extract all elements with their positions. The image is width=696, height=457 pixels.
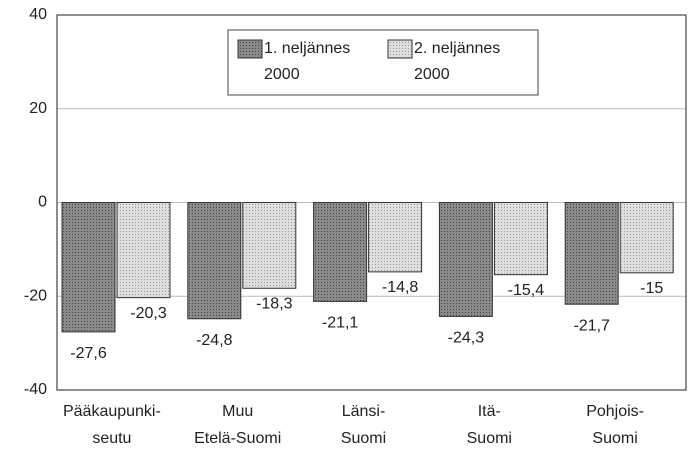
legend-swatch <box>387 39 413 59</box>
bar <box>61 202 116 333</box>
x-tick-label: Länsi- Suomi <box>340 403 387 447</box>
value-label: -24,3 <box>448 330 485 347</box>
bar <box>368 202 423 273</box>
legend-swatch <box>237 39 263 59</box>
value-label: -21,1 <box>322 315 359 332</box>
bar <box>313 202 368 302</box>
bar <box>116 202 171 299</box>
plot-frame <box>56 14 687 391</box>
x-tick-label: Pääkaupunki- seutu <box>62 403 161 447</box>
legend-box <box>227 29 539 96</box>
value-label: -24,8 <box>196 332 233 349</box>
x-tick-label: Pohjois- Suomi <box>586 403 644 447</box>
value-label: -15,4 <box>508 282 545 299</box>
value-label: -20,3 <box>130 305 167 322</box>
value-label: -18,3 <box>256 296 293 313</box>
x-tick-label: Itä- Suomi <box>466 403 512 447</box>
value-label: -14,8 <box>382 279 419 296</box>
bar <box>242 202 297 289</box>
legend-label: 1. neljännes 2000 <box>264 40 351 83</box>
value-label: -21,7 <box>573 317 610 334</box>
legend-label: 2. neljännes 2000 <box>414 40 501 83</box>
bar <box>493 202 548 276</box>
bar <box>438 202 493 317</box>
y-tick-label: -20 <box>24 287 47 304</box>
x-tick-label: Muu Etelä-Suomi <box>194 403 282 447</box>
bar <box>564 202 619 305</box>
value-label: -15 <box>640 280 663 297</box>
y-tick-label: 40 <box>29 6 47 23</box>
bar <box>619 202 674 274</box>
y-tick-label: -40 <box>24 381 47 398</box>
bar <box>187 202 242 320</box>
value-label: -27,6 <box>70 345 107 362</box>
y-tick-label: 20 <box>29 100 47 117</box>
y-tick-label: 0 <box>38 194 47 211</box>
